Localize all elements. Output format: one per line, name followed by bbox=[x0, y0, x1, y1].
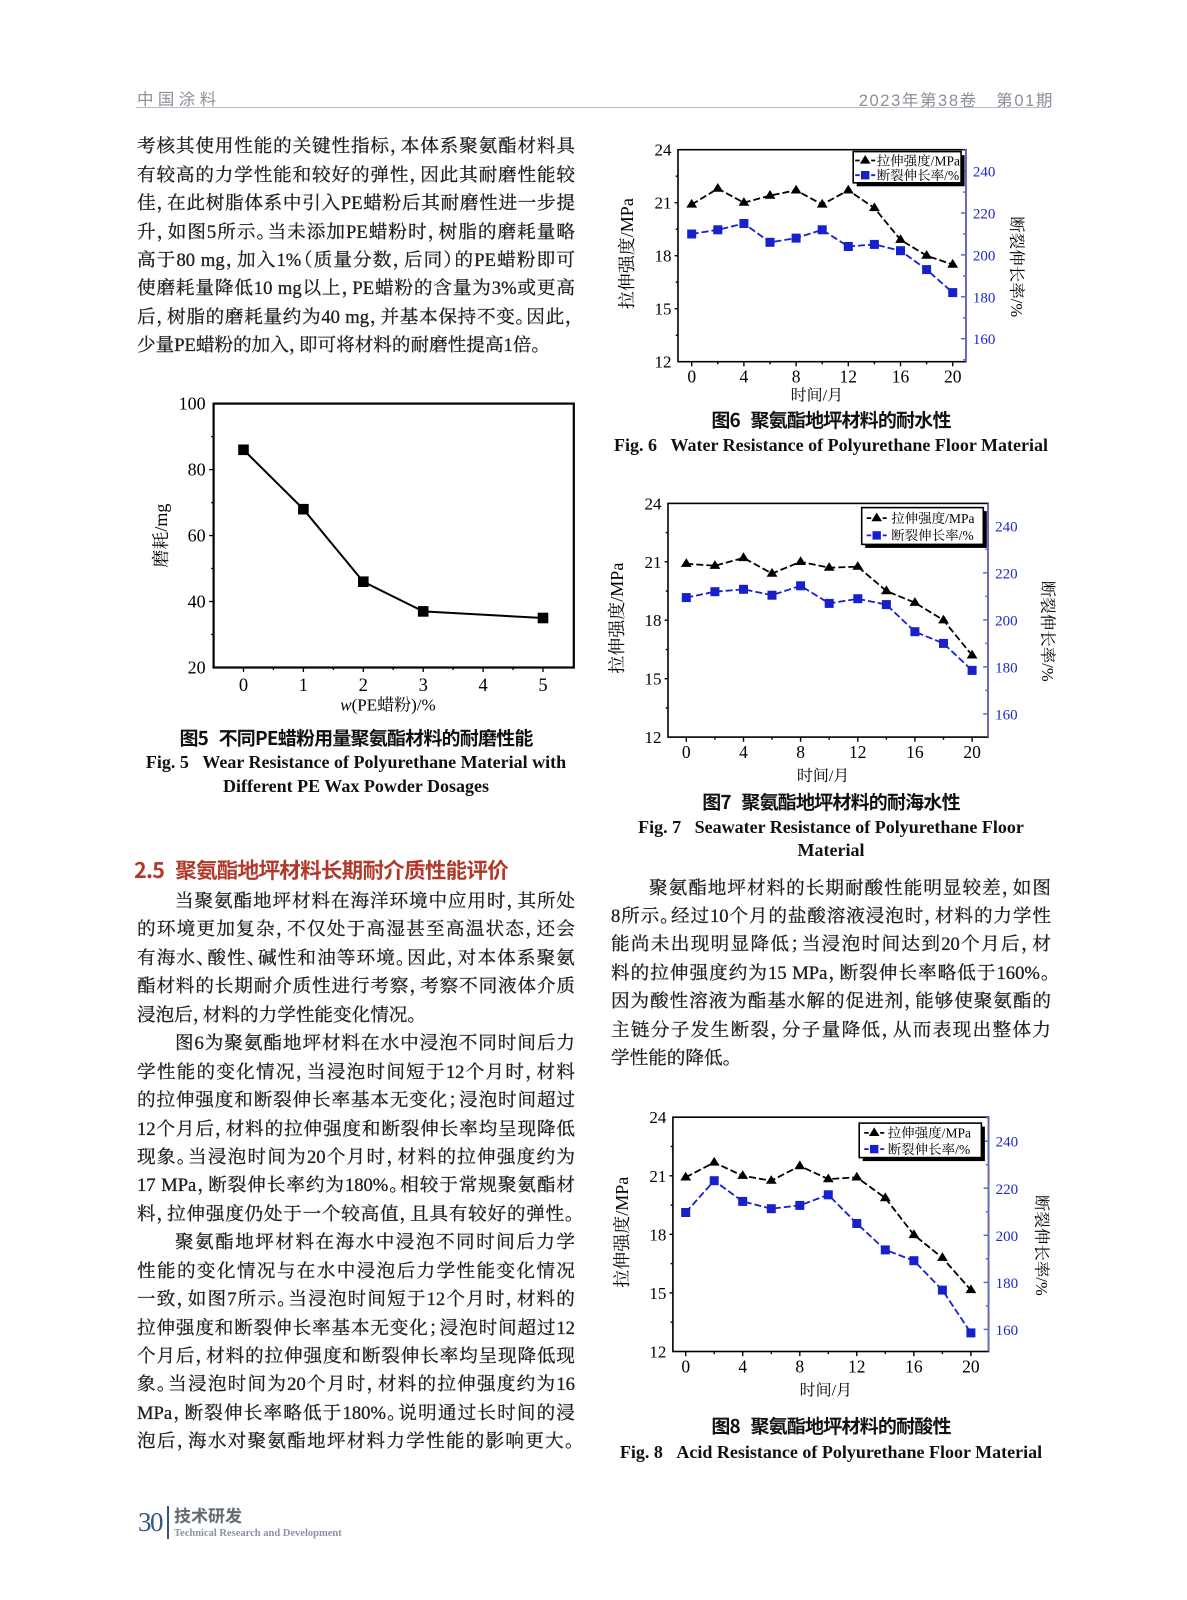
svg-text:0: 0 bbox=[687, 367, 696, 387]
svg-text:15: 15 bbox=[655, 300, 672, 319]
svg-text:220: 220 bbox=[996, 1182, 1019, 1198]
svg-text:4: 4 bbox=[740, 367, 749, 387]
svg-text:断裂伸长率/%: 断裂伸长率/% bbox=[1007, 216, 1026, 317]
svg-text:拉伸强度/MPa: 拉伸强度/MPa bbox=[612, 1177, 632, 1288]
svg-text:21: 21 bbox=[645, 553, 662, 572]
svg-text:磨耗/mg: 磨耗/mg bbox=[151, 504, 171, 568]
svg-text:拉伸强度/MPa: 拉伸强度/MPa bbox=[617, 198, 637, 309]
svg-text:20: 20 bbox=[963, 742, 981, 762]
svg-text:12: 12 bbox=[840, 367, 858, 387]
svg-text:24: 24 bbox=[655, 141, 673, 160]
svg-text:240: 240 bbox=[973, 165, 996, 181]
svg-text:12: 12 bbox=[655, 353, 672, 372]
svg-text:拉伸强度/MPa: 拉伸强度/MPa bbox=[888, 1126, 971, 1141]
svg-text:断裂伸长率/%: 断裂伸长率/% bbox=[888, 1142, 971, 1157]
svg-text:断裂伸长率/%: 断裂伸长率/% bbox=[1032, 1195, 1051, 1296]
svg-text:18: 18 bbox=[645, 611, 662, 630]
svg-text:4: 4 bbox=[738, 1356, 747, 1376]
svg-text:3: 3 bbox=[419, 676, 428, 696]
svg-text:200: 200 bbox=[995, 613, 1018, 629]
svg-text:40: 40 bbox=[188, 592, 206, 612]
svg-text:15: 15 bbox=[645, 670, 662, 689]
svg-text:100: 100 bbox=[179, 394, 206, 414]
svg-text:8: 8 bbox=[795, 1356, 804, 1376]
svg-text:160: 160 bbox=[973, 332, 996, 348]
svg-text:8: 8 bbox=[792, 367, 801, 387]
svg-text:180: 180 bbox=[973, 290, 996, 306]
svg-text:时间/月: 时间/月 bbox=[797, 767, 849, 785]
svg-text:12: 12 bbox=[645, 728, 662, 747]
svg-text:24: 24 bbox=[645, 494, 663, 513]
svg-text:20: 20 bbox=[944, 367, 962, 387]
svg-text:180: 180 bbox=[995, 660, 1018, 676]
svg-text:21: 21 bbox=[649, 1167, 666, 1186]
svg-text:180: 180 bbox=[996, 1276, 1019, 1292]
svg-text:20: 20 bbox=[188, 658, 206, 678]
svg-text:16: 16 bbox=[906, 742, 924, 762]
svg-text:24: 24 bbox=[649, 1108, 667, 1127]
svg-text:4: 4 bbox=[739, 742, 748, 762]
svg-text:16: 16 bbox=[892, 367, 910, 387]
svg-text:12: 12 bbox=[849, 742, 867, 762]
svg-text:20: 20 bbox=[962, 1356, 980, 1376]
svg-text:240: 240 bbox=[996, 1135, 1019, 1151]
svg-text:12: 12 bbox=[848, 1356, 866, 1376]
svg-text:w(PE蜡粉)/%: w(PE蜡粉)/% bbox=[340, 696, 435, 715]
svg-text:拉伸强度/MPa: 拉伸强度/MPa bbox=[891, 511, 974, 526]
svg-text:0: 0 bbox=[239, 676, 248, 696]
svg-text:16: 16 bbox=[905, 1356, 923, 1376]
svg-text:60: 60 bbox=[188, 526, 206, 546]
svg-text:21: 21 bbox=[655, 194, 672, 213]
svg-text:拉伸强度/MPa: 拉伸强度/MPa bbox=[607, 563, 627, 674]
svg-text:18: 18 bbox=[649, 1225, 666, 1244]
svg-text:1: 1 bbox=[299, 676, 308, 696]
svg-text:拉伸强度/MPa: 拉伸强度/MPa bbox=[877, 153, 960, 168]
svg-text:断裂伸长率/%: 断裂伸长率/% bbox=[891, 528, 974, 543]
svg-text:18: 18 bbox=[655, 247, 672, 266]
svg-text:80: 80 bbox=[188, 460, 206, 480]
svg-text:0: 0 bbox=[682, 742, 691, 762]
svg-text:断裂伸长率/%: 断裂伸长率/% bbox=[877, 168, 960, 183]
svg-text:160: 160 bbox=[996, 1323, 1019, 1339]
svg-text:断裂伸长率/%: 断裂伸长率/% bbox=[1038, 581, 1057, 682]
svg-text:15: 15 bbox=[649, 1284, 666, 1303]
svg-text:240: 240 bbox=[995, 519, 1018, 535]
svg-text:时间/月: 时间/月 bbox=[800, 1382, 852, 1400]
svg-text:160: 160 bbox=[995, 707, 1018, 723]
svg-text:4: 4 bbox=[478, 676, 487, 696]
svg-text:200: 200 bbox=[973, 248, 996, 264]
svg-text:时间/月: 时间/月 bbox=[791, 387, 843, 405]
svg-text:5: 5 bbox=[538, 676, 547, 696]
svg-text:12: 12 bbox=[649, 1343, 666, 1362]
svg-text:0: 0 bbox=[681, 1356, 690, 1376]
svg-text:2: 2 bbox=[359, 676, 368, 696]
svg-text:8: 8 bbox=[796, 742, 805, 762]
svg-text:200: 200 bbox=[996, 1229, 1019, 1245]
svg-text:220: 220 bbox=[973, 207, 996, 223]
svg-text:220: 220 bbox=[995, 566, 1018, 582]
